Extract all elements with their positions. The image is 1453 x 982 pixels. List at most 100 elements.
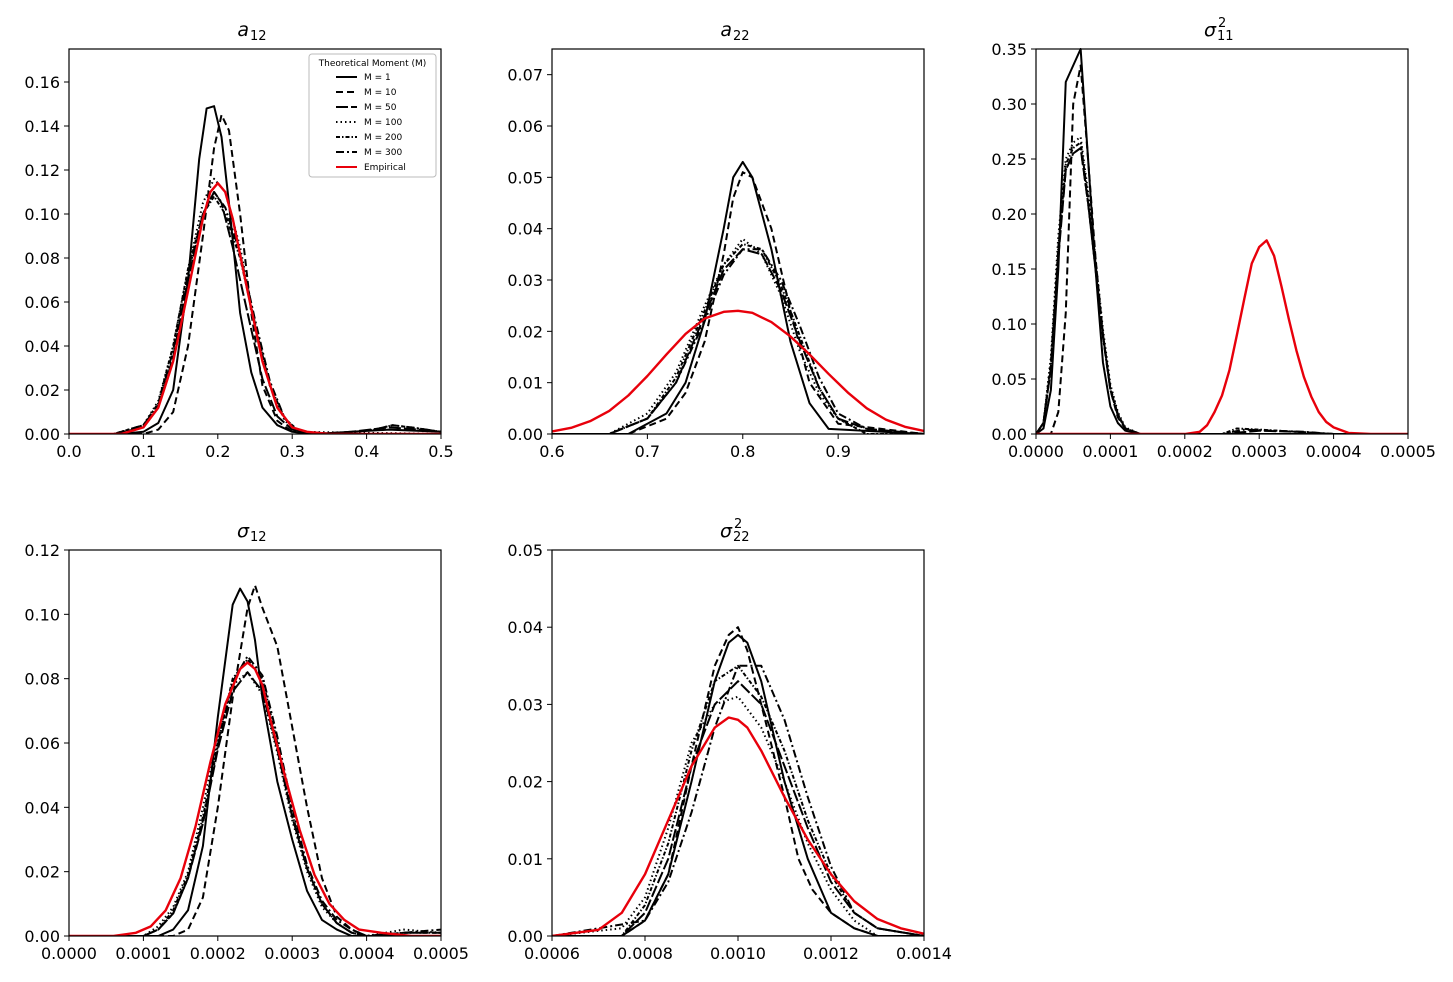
y-tick-label: 0.01 bbox=[507, 374, 543, 393]
x-tick-label: 0.0000 bbox=[41, 944, 97, 963]
x-tick-label: 0.0003 bbox=[1231, 442, 1287, 461]
x-tick-label: 0.0008 bbox=[617, 944, 673, 963]
series-line-m-300 bbox=[552, 248, 924, 434]
y-tick-label: 0.08 bbox=[24, 249, 60, 268]
y-tick-label: 0.25 bbox=[991, 150, 1027, 169]
series-line-empirical bbox=[552, 716, 924, 936]
y-tick-label: 0.10 bbox=[24, 605, 60, 624]
subplot-title: a 12 bbox=[237, 19, 266, 44]
y-tick-label: 0.20 bbox=[991, 205, 1027, 224]
series-line-m-50 bbox=[69, 191, 441, 434]
series-line-empirical bbox=[1036, 239, 1408, 434]
y-tick-label: 0.30 bbox=[991, 95, 1027, 114]
x-tick-label: 0.0002 bbox=[190, 944, 246, 963]
legend-title: Theoretical Moment (M) bbox=[318, 59, 427, 69]
x-tick-label: 0.0014 bbox=[896, 944, 952, 963]
series-line-m-200 bbox=[552, 243, 924, 434]
y-tick-label: 0.00 bbox=[991, 425, 1027, 444]
subplot-5: 0.0006 0.0008 0.0010 0.0012 0.0014 0.00 0.01 0.… bbox=[507, 517, 952, 963]
series-line-m-300 bbox=[69, 655, 441, 936]
series-line-m-200 bbox=[552, 664, 924, 936]
legend-entry-label: M = 10 bbox=[364, 88, 397, 98]
y-tick-label: 0.03 bbox=[507, 695, 543, 714]
x-tick-label: 0.0005 bbox=[1380, 442, 1436, 461]
legend-entry-label: M = 100 bbox=[364, 118, 402, 128]
y-tick-label: 0.05 bbox=[507, 541, 543, 560]
y-tick-label: 0.07 bbox=[507, 66, 543, 85]
x-tick-label: 0.0006 bbox=[524, 944, 580, 963]
y-tick-label: 0.05 bbox=[991, 370, 1027, 389]
series-line-m-10 bbox=[1036, 64, 1408, 434]
series-line-m-10 bbox=[69, 114, 441, 434]
title-symbol: a bbox=[720, 19, 732, 41]
subplot-title: σ 222 bbox=[720, 517, 750, 545]
title-subscript: 22 bbox=[733, 29, 750, 44]
x-tick-label: 0.2 bbox=[205, 442, 230, 461]
y-tick-label: 0.15 bbox=[991, 260, 1027, 279]
y-tick-label: 0.04 bbox=[507, 220, 543, 239]
title-subscript: 22 bbox=[733, 530, 750, 545]
series-line-empirical bbox=[552, 309, 924, 433]
y-tick-label: 0.14 bbox=[24, 117, 60, 136]
series-line-m-300 bbox=[69, 191, 441, 434]
x-tick-label: 0.0002 bbox=[1157, 442, 1213, 461]
y-tick-label: 0.02 bbox=[24, 863, 60, 882]
y-tick-label: 0.02 bbox=[507, 322, 543, 341]
x-tick-label: 0.0003 bbox=[264, 944, 320, 963]
subplot-title: σ 12 bbox=[237, 520, 267, 545]
y-tick-label: 0.08 bbox=[24, 670, 60, 689]
title-superscript: 2 bbox=[1218, 16, 1226, 31]
x-tick-label: 0.4 bbox=[354, 442, 379, 461]
series-line-m-50 bbox=[552, 248, 924, 434]
series-line-m-10 bbox=[552, 171, 924, 434]
title-symbol: σ bbox=[720, 520, 733, 542]
x-tick-label: 0.0001 bbox=[115, 944, 171, 963]
subplot-3: 0.0000 0.0001 0.0002 0.0003 0.0004 0.0005 0.00… bbox=[991, 16, 1436, 461]
y-tick-label: 0.35 bbox=[991, 40, 1027, 59]
x-tick-label: 0.0000 bbox=[1008, 442, 1064, 461]
x-tick-label: 0.0005 bbox=[413, 944, 469, 963]
y-tick-label: 0.03 bbox=[507, 271, 543, 290]
x-tick-label: 0.0012 bbox=[803, 944, 859, 963]
legend-frame bbox=[308, 53, 437, 178]
series-group bbox=[552, 160, 924, 434]
title-subscript: 12 bbox=[250, 29, 267, 44]
title-subscript: 12 bbox=[250, 530, 267, 545]
subplot-1: 0.0 0.1 0.2 0.3 0.4 0.5 0.00 0.02 0.04 0.06 0.08 0.… bbox=[24, 19, 453, 461]
series-line-empirical bbox=[69, 661, 441, 936]
y-tick-label: 0.10 bbox=[24, 205, 60, 224]
series-line-m-10 bbox=[69, 584, 441, 936]
subplot-4: 0.0000 0.0001 0.0002 0.0003 0.0004 0.0005 0.00… bbox=[24, 520, 469, 963]
subplot-title: a 22 bbox=[720, 19, 749, 44]
y-tick-label: 0.00 bbox=[24, 927, 60, 946]
series-line-m-200 bbox=[1036, 141, 1408, 434]
series-line-m-50 bbox=[1036, 147, 1408, 434]
y-tick-label: 0.06 bbox=[24, 734, 60, 753]
series-line-m-1 bbox=[552, 160, 924, 434]
axes-frame bbox=[551, 549, 925, 937]
y-tick-label: 0.16 bbox=[24, 73, 60, 92]
x-tick-label: 0.1 bbox=[131, 442, 156, 461]
y-tick-label: 0.01 bbox=[507, 850, 543, 869]
series-line-m-200 bbox=[69, 658, 441, 936]
y-tick-label: 0.10 bbox=[991, 315, 1027, 334]
y-tick-label: 0.06 bbox=[24, 293, 60, 312]
x-tick-label: 0.0004 bbox=[339, 944, 395, 963]
series-group bbox=[1036, 48, 1408, 434]
y-tick-label: 0.12 bbox=[24, 161, 60, 180]
x-tick-label: 0.3 bbox=[279, 442, 304, 461]
y-tick-label: 0.00 bbox=[24, 425, 60, 444]
x-tick-label: 0.8 bbox=[730, 442, 755, 461]
series-group bbox=[69, 584, 441, 936]
x-tick-label: 0.6 bbox=[539, 442, 564, 461]
series-line-m-50 bbox=[69, 671, 441, 936]
series-line-m-100 bbox=[552, 237, 924, 434]
axes-frame bbox=[68, 48, 442, 435]
title-superscript: 2 bbox=[734, 517, 742, 532]
x-tick-label: 0.7 bbox=[635, 442, 660, 461]
y-tick-label: 0.04 bbox=[24, 798, 60, 817]
axes-frame bbox=[1035, 48, 1409, 435]
title-symbol: σ bbox=[237, 520, 250, 542]
y-tick-label: 0.02 bbox=[507, 773, 543, 792]
legend-entry-label: M = 300 bbox=[364, 148, 402, 158]
